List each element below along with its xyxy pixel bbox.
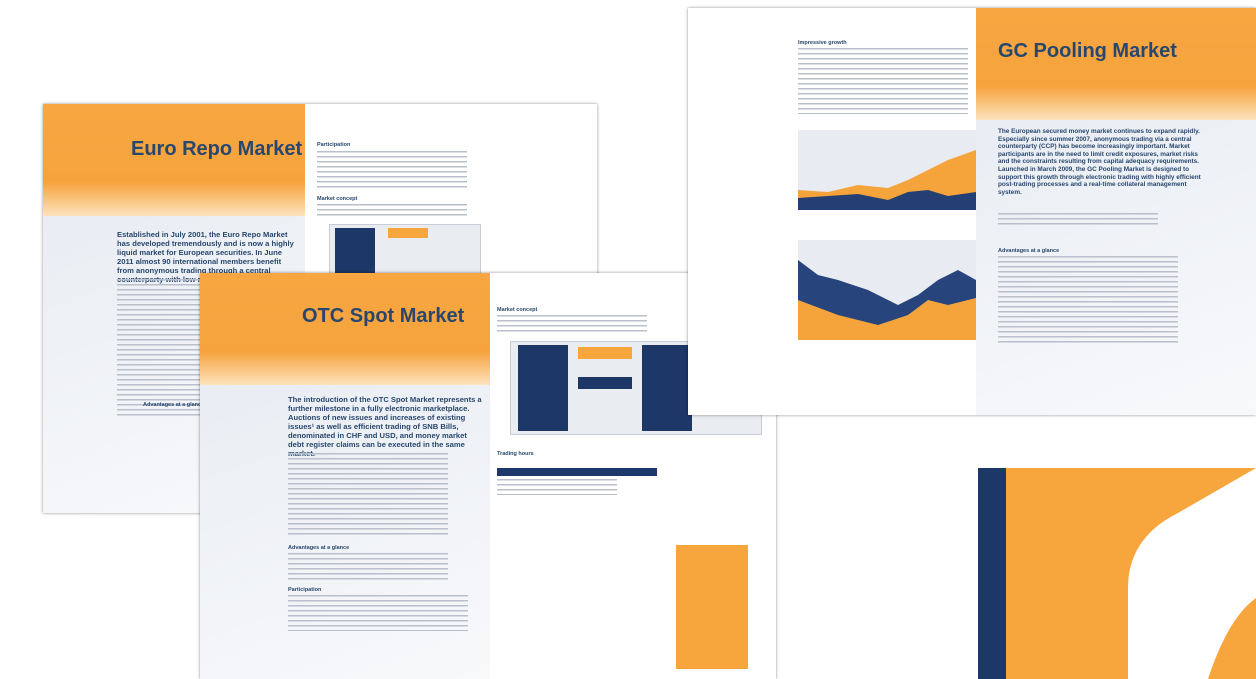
body-text: [317, 204, 467, 216]
spread-title: Euro Repo Market: [131, 138, 302, 161]
diagram-box: [518, 345, 568, 431]
heading: Participation: [288, 587, 321, 593]
orange-band: [200, 273, 490, 385]
orange-band: [976, 8, 1256, 120]
contact-box: [676, 545, 748, 669]
body-text: [288, 595, 468, 631]
heading: Market concept: [497, 307, 537, 313]
heading: Advantages at a glance: [143, 402, 204, 408]
spread-title: GC Pooling Market: [998, 40, 1177, 63]
diagram-box: [388, 228, 428, 238]
logo-graphic: [978, 468, 1256, 679]
body-text: [497, 315, 647, 335]
body-text: [317, 151, 467, 189]
heading: Participation: [317, 142, 350, 148]
heading: Market concept: [317, 196, 357, 202]
table-header: [497, 468, 657, 476]
body-text: [288, 453, 448, 538]
table-rows: [497, 479, 617, 495]
intro-text: The introduction of the OTC Spot Market …: [288, 395, 484, 458]
diagram-box: [578, 347, 632, 359]
body-text: [998, 213, 1158, 228]
diagram-box: [578, 377, 632, 389]
charts: [798, 130, 978, 345]
heading: Advantages at a glance: [288, 545, 349, 551]
heading: Impressive growth: [798, 40, 847, 46]
navy-bar: [978, 468, 1006, 679]
body-text: [798, 48, 968, 114]
diagram-box: [642, 345, 692, 431]
intro-text: The European secured money market contin…: [998, 128, 1208, 196]
gc-pooling-spread: GC Pooling Market The European secured m…: [688, 8, 1256, 415]
spread-title: OTC Spot Market: [302, 305, 464, 328]
body-text: [998, 256, 1178, 346]
heading: Trading hours: [497, 451, 534, 457]
body-text: [288, 553, 448, 581]
heading: Advantages at a glance: [998, 248, 1059, 254]
page: {"spreads":[ {"title":"Euro Repo Market"…: [0, 0, 1256, 679]
